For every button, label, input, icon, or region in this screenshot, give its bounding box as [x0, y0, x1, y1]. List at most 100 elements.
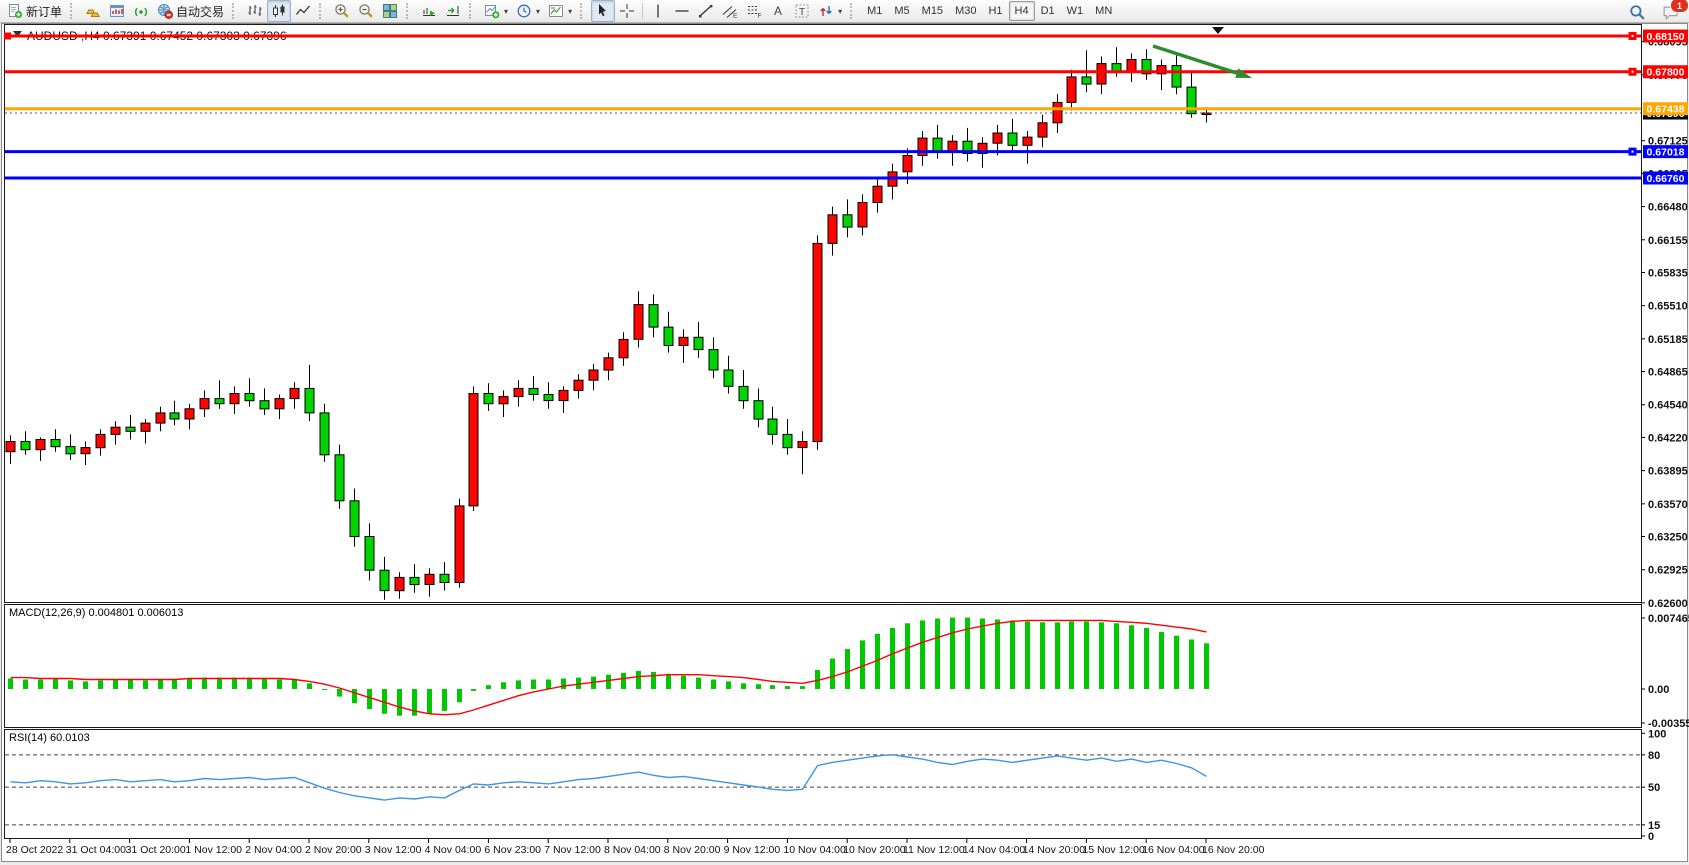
- text-button[interactable]: A: [766, 0, 790, 22]
- indicators-button[interactable]: ▾: [480, 0, 512, 22]
- candle-body: [289, 387, 300, 400]
- macd-hist-bar: [950, 617, 955, 689]
- crosshair-button[interactable]: [615, 0, 639, 22]
- hline-handle[interactable]: [4, 32, 11, 40]
- fibonacci-icon: F: [748, 6, 762, 19]
- time-tick-label: 2 Nov 04:00: [245, 844, 302, 856]
- auto-trading-button[interactable]: 自动交易: [153, 0, 228, 22]
- candle-body: [767, 418, 778, 435]
- zoom-in-button[interactable]: [330, 0, 354, 22]
- autoscroll-marker-icon[interactable]: [1212, 27, 1224, 34]
- timeframe-h4-button[interactable]: H4: [1008, 1, 1035, 21]
- zoom-out-button[interactable]: [354, 0, 378, 22]
- signals-button[interactable]: [129, 0, 153, 22]
- macd-hist-bar: [38, 679, 43, 689]
- timeframe-m15-button[interactable]: M15: [921, 5, 944, 17]
- equidistant-channel-button[interactable]: E: [718, 0, 742, 22]
- macd-hist-bar: [666, 673, 671, 689]
- chart-autoscroll-icon: [447, 6, 460, 16]
- chart-autoscroll-button[interactable]: [441, 0, 465, 22]
- hline-handle-dot: [1631, 70, 1634, 73]
- candle-body: [394, 576, 405, 592]
- candle-body: [304, 387, 315, 414]
- cursor-arrow-icon: [599, 4, 607, 17]
- candle-body: [229, 393, 240, 405]
- fibonacci-button[interactable]: F: [742, 0, 766, 22]
- candle-body: [797, 441, 808, 449]
- hline-price-badge-label: 0.67800: [1647, 67, 1685, 79]
- indicators-add-icon: [485, 5, 500, 19]
- price-tick-label: 0.63250: [1648, 532, 1688, 544]
- macd-hist-bar: [830, 658, 835, 689]
- charts-window-button[interactable]: [105, 0, 129, 22]
- candlestick-icon: [273, 4, 285, 17]
- price-tick-label: 0.62925: [1648, 565, 1688, 577]
- new-order-button[interactable]: 新订单: [3, 0, 66, 22]
- candle-body: [349, 500, 360, 538]
- dropdown-caret-icon: ▾: [838, 6, 843, 16]
- macd-signal-value: 0.006013: [137, 607, 184, 619]
- macd-hist-bar: [277, 679, 282, 689]
- text-label-button[interactable]: T: [790, 0, 814, 22]
- timeframe-d1-button[interactable]: D1: [1040, 5, 1055, 17]
- timeframe-w1-button[interactable]: W1: [1066, 5, 1084, 17]
- candle-body: [1037, 122, 1048, 138]
- hline-price-badge: [1643, 145, 1688, 159]
- candle-body: [184, 408, 195, 420]
- template-icon: [549, 5, 564, 17]
- macd-hist-bar: [1084, 621, 1089, 689]
- arrows-button[interactable]: ▾: [814, 0, 846, 22]
- rsi-tick-label: 0: [1648, 831, 1654, 843]
- macd-hist-bar: [307, 683, 312, 689]
- toolbar-grip: [580, 3, 587, 19]
- candle-body: [439, 573, 450, 583]
- candle-body: [1007, 132, 1018, 146]
- horizontal-line-button[interactable]: [670, 0, 694, 22]
- macd-hist-bar: [711, 679, 716, 689]
- new-order-icon: [9, 4, 23, 19]
- timeframe-h1-button[interactable]: H1: [988, 5, 1003, 17]
- notification-count-badge: 1: [1670, 0, 1689, 13]
- time-tick-label: 31 Oct 20:00: [126, 844, 186, 856]
- candle-body: [259, 400, 270, 410]
- main-price-pane[interactable]: [4, 24, 1642, 603]
- macd-pane[interactable]: [4, 604, 1642, 728]
- hline-price-badge-label: 0.67438: [1647, 104, 1685, 116]
- candle-body: [902, 155, 913, 173]
- vertical-line-button[interactable]: [646, 0, 670, 22]
- cursor-button[interactable]: [591, 0, 616, 22]
- time-tick-label: 10 Nov 20:00: [843, 844, 906, 856]
- candle-body: [543, 394, 554, 402]
- notifications-button[interactable]: 1: [1658, 0, 1689, 23]
- timeframe-m30-button[interactable]: M30: [955, 5, 977, 17]
- search-button[interactable]: [1625, 1, 1650, 23]
- tile-windows-button[interactable]: [378, 0, 402, 22]
- timeframe-m5-button[interactable]: M5: [894, 5, 910, 17]
- timeframe-mn-button[interactable]: MN: [1095, 5, 1113, 17]
- macd-hist-bar: [531, 679, 536, 689]
- candle-body: [1141, 59, 1152, 75]
- candle-body: [1022, 136, 1033, 146]
- trend-arrow-annotation[interactable]: [1152, 44, 1238, 75]
- price-tick-label: 0.64220: [1648, 432, 1688, 444]
- candlestick-type-button[interactable]: [267, 0, 292, 22]
- text-label-icon: T: [795, 4, 809, 18]
- macd-hist-bar: [158, 679, 163, 689]
- trendline-button[interactable]: [694, 0, 718, 22]
- chart-shift-button[interactable]: [417, 0, 441, 22]
- rsi-pane[interactable]: [4, 729, 1642, 839]
- candle-body: [618, 338, 629, 359]
- time-tick-label: 10 Nov 04:00: [783, 844, 846, 856]
- chart-window-icon: [110, 5, 125, 17]
- price-tick-label: 0.65185: [1648, 334, 1688, 346]
- periods-button[interactable]: ▾: [512, 0, 544, 22]
- macd-hist-bar: [68, 680, 73, 689]
- deposit-button[interactable]: [81, 0, 105, 22]
- line-chart-type-button[interactable]: [291, 0, 315, 22]
- templates-button[interactable]: ▾: [544, 0, 576, 22]
- timeframe-m1-button[interactable]: M1: [867, 5, 883, 17]
- price-tick-label: 0.65510: [1648, 301, 1688, 313]
- candle-body: [274, 398, 285, 410]
- bar-chart-type-button[interactable]: [243, 0, 267, 22]
